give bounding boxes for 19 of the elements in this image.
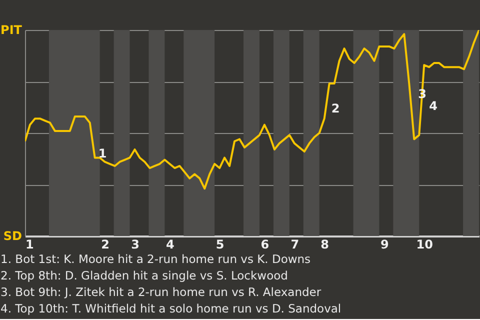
annotation: 1 (98, 146, 107, 161)
x-tick-label: 2 (101, 238, 110, 252)
text: PIT (0, 23, 23, 37)
x-tick-label: 1 (26, 238, 34, 252)
x-tick-label: 4 (166, 238, 174, 252)
x-tick-label: 6 (260, 238, 270, 252)
annotation: 4 (429, 99, 438, 114)
x-tick-label: 3 (131, 238, 140, 252)
text: 3. Bot 9th: J. Zitek hit a 2-run home run vs R. Alexander (0, 285, 322, 299)
text: 1. Bot 1st: K. Moore hit a 2-run home run vs K. Downs (0, 252, 311, 266)
text: 2. Top 8th: D. Gladden hit a single vs S. Lockwood (0, 268, 288, 282)
annotation: 2 (331, 101, 340, 116)
x-tick-label: 5 (216, 238, 224, 252)
x-tick-label: 9 (380, 238, 389, 252)
x-tick-label: 8 (320, 238, 330, 252)
x-tick-label: 10 (416, 238, 433, 252)
x-tick-label: 7 (290, 238, 300, 252)
text: 4. Top 10th: T. Whitfield hit a solo home run vs D. Sandoval (0, 302, 342, 316)
text: SD (3, 229, 22, 243)
